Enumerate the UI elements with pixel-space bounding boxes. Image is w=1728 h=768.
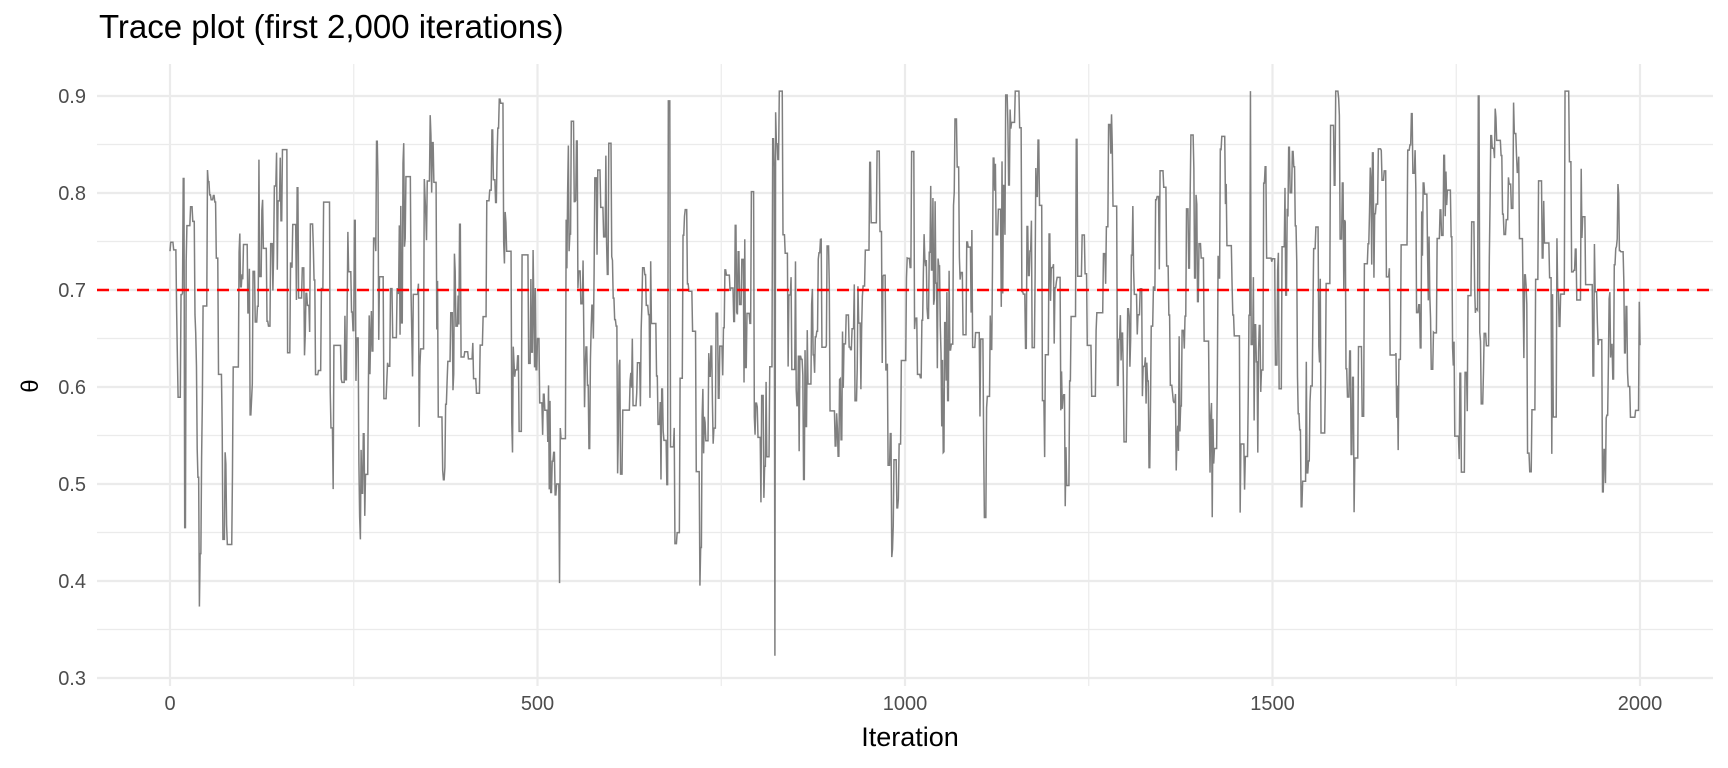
y-tick-label: 0.3 <box>58 668 86 690</box>
major-gridlines <box>97 64 1713 686</box>
x-tick-label: 1000 <box>883 693 928 715</box>
y-tick-label: 0.5 <box>58 474 86 496</box>
chart-title: Trace plot (first 2,000 iterations) <box>99 8 564 45</box>
y-tick-label: 0.6 <box>58 377 86 399</box>
x-tick-label: 1500 <box>1250 693 1295 715</box>
y-tick-label: 0.4 <box>58 571 86 593</box>
trace-line <box>169 90 1641 656</box>
x-tick-label: 500 <box>521 693 554 715</box>
y-tick-label: 0.9 <box>58 86 86 108</box>
y-tick-label: 0.8 <box>58 183 86 205</box>
x-axis-label: Iteration <box>861 722 959 752</box>
x-tick-label: 2000 <box>1618 693 1663 715</box>
x-tick-label: 0 <box>164 693 175 715</box>
y-tick-label: 0.7 <box>58 280 86 302</box>
x-axis-ticks: 0 500 1000 1500 2000 <box>164 693 1662 715</box>
y-axis-ticks: 0.3 0.4 0.5 0.6 0.7 0.8 0.9 <box>58 86 86 690</box>
